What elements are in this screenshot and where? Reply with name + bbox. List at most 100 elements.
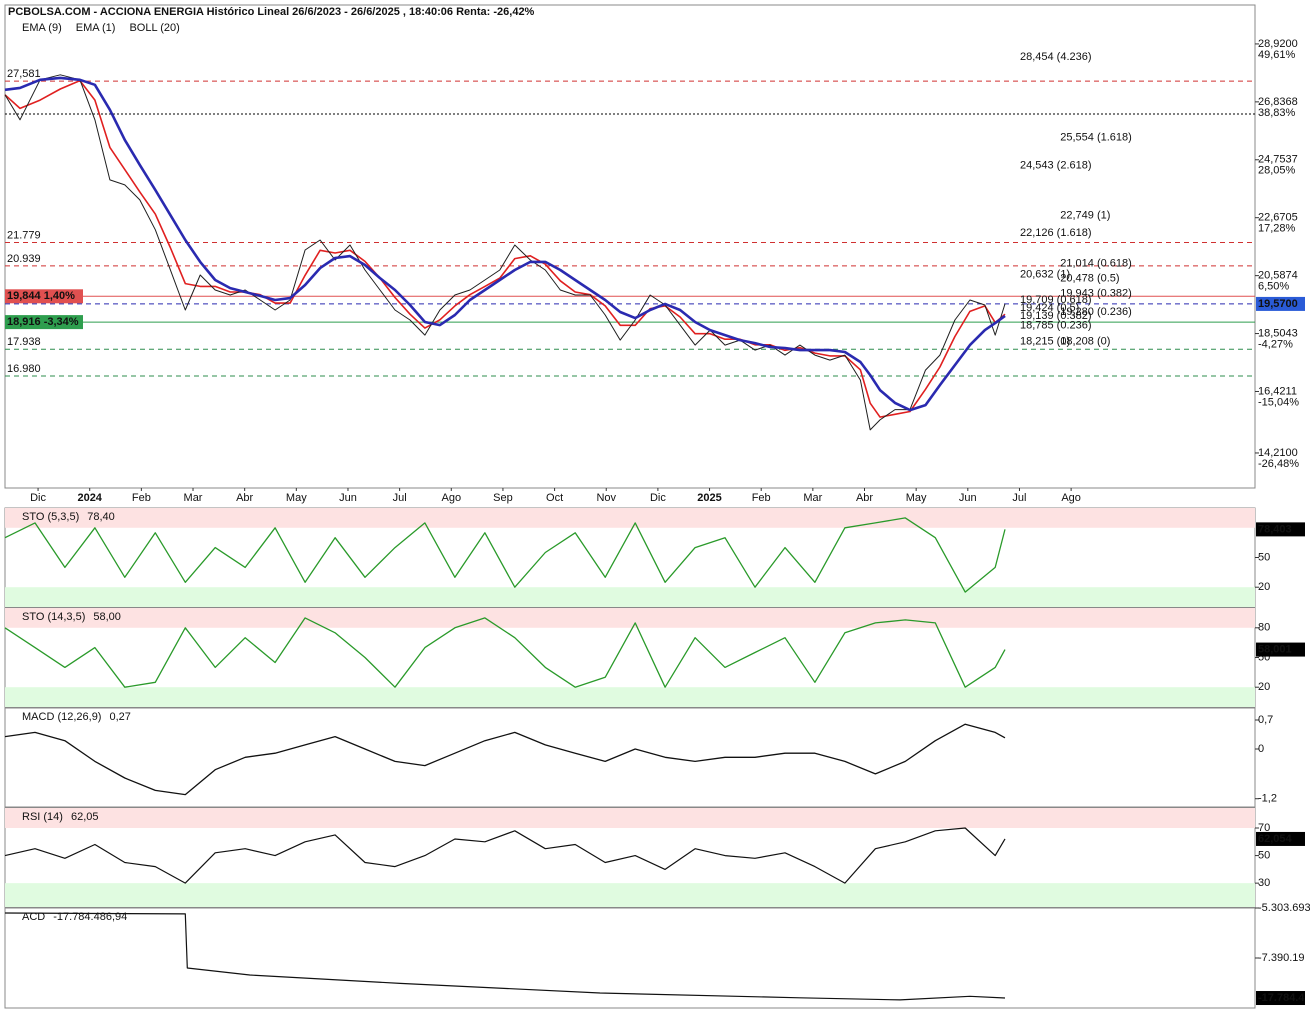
fib-label: 28,454 (4.236) bbox=[1020, 51, 1092, 63]
x-tick-label: 2024 bbox=[77, 492, 102, 504]
level-box bbox=[5, 289, 83, 304]
fib-label: 19,943 (0.382) bbox=[1060, 287, 1132, 299]
y-tick-label: 18,5043 bbox=[1258, 327, 1298, 339]
zone bbox=[5, 687, 1255, 707]
last-value-box bbox=[1256, 642, 1305, 657]
last-value-label: 19,5700 bbox=[1258, 298, 1298, 310]
y-tick-pct: 38,83% bbox=[1258, 107, 1296, 119]
level-label: 17.938 bbox=[7, 336, 41, 348]
series-line bbox=[4, 517, 1006, 593]
level-label: 21.779 bbox=[7, 229, 41, 241]
x-tick-label: Feb bbox=[132, 492, 151, 504]
x-tick-label: May bbox=[906, 492, 927, 504]
y-tick-pct: -15,04% bbox=[1258, 396, 1299, 408]
x-tick-label: Mar bbox=[184, 492, 203, 504]
zone bbox=[5, 587, 1255, 607]
y-tick-label: 16,4211 bbox=[1258, 385, 1297, 397]
last-value-label: 78,403 bbox=[1258, 523, 1292, 535]
x-tick-label: Oct bbox=[546, 492, 563, 504]
y-tick-label: 0,7 bbox=[1258, 714, 1273, 726]
x-tick-label: Jul bbox=[1012, 492, 1026, 504]
series-line bbox=[4, 723, 1006, 796]
y-tick-label: -7.390.19 bbox=[1258, 952, 1304, 964]
y-tick-label: 20,5874 bbox=[1258, 270, 1298, 282]
fib-label: 19,424 (0.5) bbox=[1020, 302, 1079, 314]
last-value-box bbox=[1256, 991, 1305, 1006]
y-tick-label: -1,2 bbox=[1258, 793, 1277, 805]
fib-label: 19,280 (0.236) bbox=[1060, 306, 1132, 318]
fib-label: 22,749 (1) bbox=[1060, 209, 1110, 221]
y-tick-pct: 49,61% bbox=[1258, 49, 1296, 61]
zone bbox=[5, 883, 1255, 907]
x-tick-label: Jun bbox=[959, 492, 977, 504]
y-tick-label: -5.303.693 bbox=[1258, 902, 1310, 914]
fib-label: 18,785 (0.236) bbox=[1020, 320, 1092, 332]
panel-frame bbox=[4, 707, 1256, 808]
last-value-label: 58,001 bbox=[1258, 643, 1292, 655]
level-box bbox=[5, 315, 83, 330]
series-line bbox=[4, 79, 1006, 418]
series-line bbox=[4, 74, 1006, 431]
chart-title: PCBOLSA.COM - ACCIONA ENERGIA Histórico … bbox=[8, 6, 535, 18]
x-tick-label: Mar bbox=[803, 492, 822, 504]
x-tick-label: Ago bbox=[441, 492, 461, 504]
x-tick-label: Abr bbox=[856, 492, 873, 504]
x-tick-label: Abr bbox=[236, 492, 253, 504]
panel-value: 58,00 bbox=[93, 611, 121, 623]
last-value-label: -17.784.4 bbox=[1258, 992, 1305, 1004]
x-tick-label: Jun bbox=[339, 492, 357, 504]
panel-frame bbox=[4, 907, 1256, 1009]
fib-label: 24,543 (2.618) bbox=[1020, 160, 1092, 172]
y-tick-label: 24,7537 bbox=[1258, 154, 1298, 166]
legend-label: EMA (9) bbox=[22, 22, 62, 34]
fib-label: 20,478 (0.5) bbox=[1060, 273, 1119, 285]
y-tick-pct: 28,05% bbox=[1258, 165, 1296, 177]
level-label: 27,581 bbox=[7, 68, 41, 80]
series-line bbox=[4, 76, 1006, 412]
x-tick-label: Feb bbox=[752, 492, 771, 504]
y-tick-pct: -4,27% bbox=[1258, 338, 1293, 350]
fib-label: 25,554 (1.618) bbox=[1060, 131, 1132, 143]
fib-label: 19,139 (0.382) bbox=[1020, 310, 1092, 322]
last-value-box bbox=[1256, 522, 1305, 537]
zone bbox=[5, 808, 1255, 828]
fib-label: 21,014 (0.618) bbox=[1060, 258, 1132, 270]
legend-label: BOLL (20) bbox=[129, 22, 179, 34]
y-tick-label: 70 bbox=[1258, 822, 1270, 834]
level-label: 18,916 -3,34% bbox=[7, 316, 79, 328]
zone bbox=[5, 608, 1255, 628]
fib-label: 19,709 (0.618) bbox=[1020, 294, 1092, 306]
legend-label: EMA (1) bbox=[76, 22, 116, 34]
series-line bbox=[4, 827, 1006, 884]
y-tick-label: 30 bbox=[1258, 877, 1270, 889]
series-line bbox=[4, 912, 1006, 1001]
panel-title: RSI (14) bbox=[22, 811, 63, 823]
fib-label: 22,126 (1.618) bbox=[1020, 227, 1092, 239]
panel-title: ACD bbox=[22, 911, 45, 923]
y-tick-label: 14,2100 bbox=[1258, 447, 1298, 459]
y-tick-pct: 6,50% bbox=[1258, 281, 1289, 293]
y-tick-pct: -26,48% bbox=[1258, 458, 1299, 470]
fib-label: 18,208 (0) bbox=[1060, 336, 1110, 348]
panel-title: MACD (12,26,9) bbox=[22, 711, 101, 723]
level-label: 20.939 bbox=[7, 253, 41, 265]
level-label: 16.980 bbox=[7, 363, 41, 375]
y-tick-label: 80 bbox=[1258, 622, 1270, 634]
series-line bbox=[4, 617, 1006, 688]
y-tick-label: 0 bbox=[1258, 743, 1264, 755]
y-tick-label: 50 bbox=[1258, 551, 1270, 563]
x-tick-label: Dic bbox=[650, 492, 666, 504]
fib-label: 20,632 (1) bbox=[1020, 268, 1070, 280]
y-tick-label: 20 bbox=[1258, 581, 1270, 593]
last-value-label: 62,054 bbox=[1258, 833, 1293, 845]
panel-value: -17.784.486,94 bbox=[53, 911, 127, 923]
level-label: 19,844 1,40% bbox=[7, 290, 75, 302]
x-tick-label: Nov bbox=[596, 492, 616, 504]
y-tick-label: 22,6705 bbox=[1258, 212, 1298, 224]
panel-value: 62,05 bbox=[71, 811, 99, 823]
last-value-box bbox=[1256, 296, 1305, 311]
x-tick-label: Sep bbox=[493, 492, 513, 504]
zone bbox=[5, 508, 1255, 528]
x-tick-label: Dic bbox=[30, 492, 46, 504]
